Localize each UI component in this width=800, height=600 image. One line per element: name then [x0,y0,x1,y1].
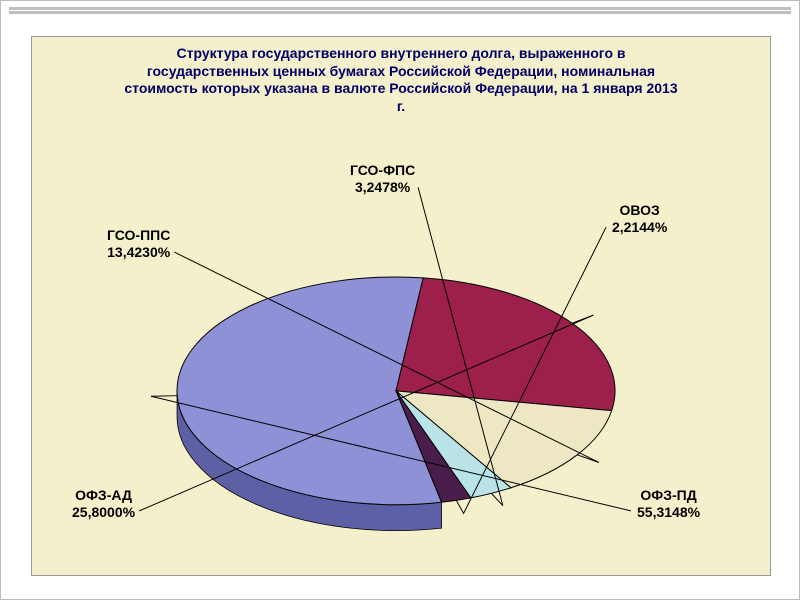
top-bar-line-2 [9,11,791,14]
callout-ofz_ad: ОФЗ-АД25,8000% [72,487,135,521]
callout-label-ofz_ad: ОФЗ-АД [72,487,135,504]
callout-value-ofz_pd: 55,3148% [637,504,700,521]
top-bar-decoration [9,7,791,13]
callout-label-gso_fps: ГСО-ФПС [350,162,415,179]
chart-title: Структура государственного внутреннего д… [121,45,681,115]
slide-frame: Структура государственного внутреннего д… [0,0,800,600]
callout-label-gso_pps: ГСО-ППС [107,227,170,244]
callout-label-ovoz: ОВОЗ [612,202,667,219]
callout-value-gso_pps: 13,4230% [107,244,170,261]
callout-gso_fps: ГСО-ФПС3,2478% [350,162,415,196]
pie-slice-ofz_ad [396,278,615,411]
callout-label-ofz_pd: ОФЗ-ПД [637,487,700,504]
chart-panel: Структура государственного внутреннего д… [31,36,771,576]
pie-top [177,277,615,505]
callout-gso_pps: ГСО-ППС13,4230% [107,227,170,261]
pie-stage: ОФЗ-ПД55,3148% ОФЗ-АД25,8000% ГСО-ППС13,42… [32,142,770,575]
top-bar-line-1 [9,7,791,10]
callout-value-gso_fps: 3,2478% [350,179,415,196]
callout-ofz_pd: ОФЗ-ПД55,3148% [637,487,700,521]
callout-value-ofz_ad: 25,8000% [72,504,135,521]
callout-ovoz: ОВОЗ2,2144% [612,202,667,236]
callout-value-ovoz: 2,2144% [612,219,667,236]
